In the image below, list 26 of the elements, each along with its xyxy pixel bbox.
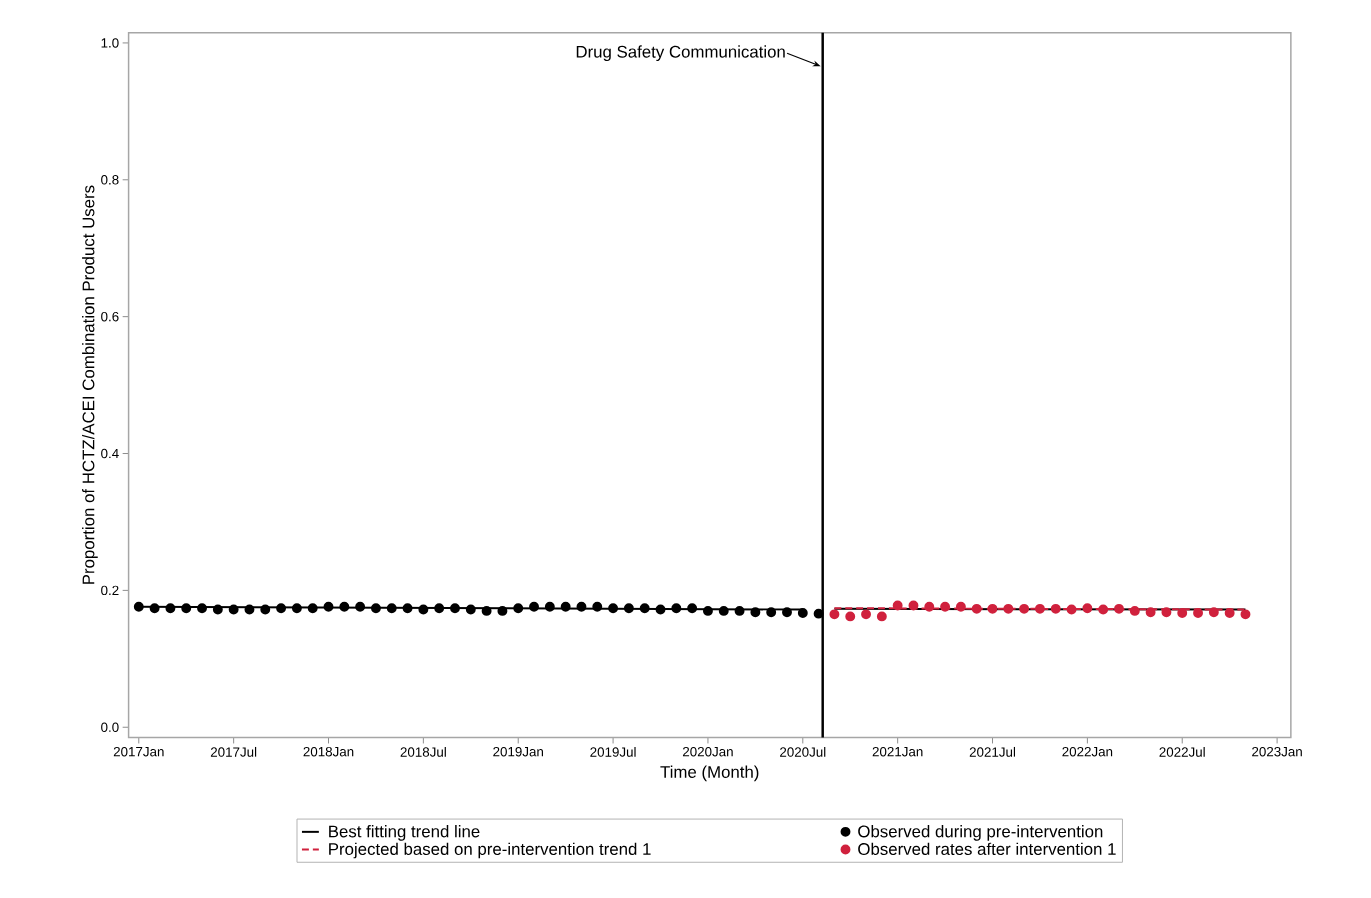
y-tick-label: 0.2 [101, 585, 119, 596]
legend-label: Observed during pre-intervention [858, 825, 1103, 841]
x-tick-label: 2022Jul [1159, 747, 1205, 757]
x-tick-label: 2021Jan [872, 747, 923, 757]
x-axis-title: Time (Month) [660, 765, 759, 782]
x-tick-label: 2019Jul [590, 747, 636, 757]
x-tick-label: 2019Jan [493, 747, 543, 757]
y-axis-title: Proportion of HCTZ/ACEI Combination Product Users [82, 185, 98, 584]
y-tick-label: 0.6 [101, 311, 119, 322]
legend-label: Best fitting trend line [329, 825, 480, 841]
x-tick-label: 2023Jan [1252, 747, 1302, 757]
y-tick-label: 0.8 [101, 175, 119, 185]
y-tick-label: 0.0 [101, 722, 119, 733]
x-tick-label: 2017Jul [210, 747, 257, 757]
x-tick-label: 2020Jan [682, 747, 733, 757]
x-tick-label: 2020Jul [780, 747, 826, 757]
legend-label: Projected based on pre-intervention trend 1 [329, 842, 651, 859]
x-tick-label: 2022Jan [1062, 747, 1113, 757]
y-tick-label: 0.4 [101, 448, 119, 459]
x-tick-label: 2018Jul [400, 747, 446, 757]
x-tick-label: 2021Jul [969, 747, 1016, 757]
ref-line-label: Drug Safety Communication [576, 45, 785, 62]
y-tick-label: 1.0 [101, 38, 119, 48]
x-tick-label: 2017Jan [113, 747, 164, 757]
x-tick-label: 2018Jan [303, 747, 354, 757]
legend-label: Observed rates after intervention 1 [858, 842, 1116, 856]
